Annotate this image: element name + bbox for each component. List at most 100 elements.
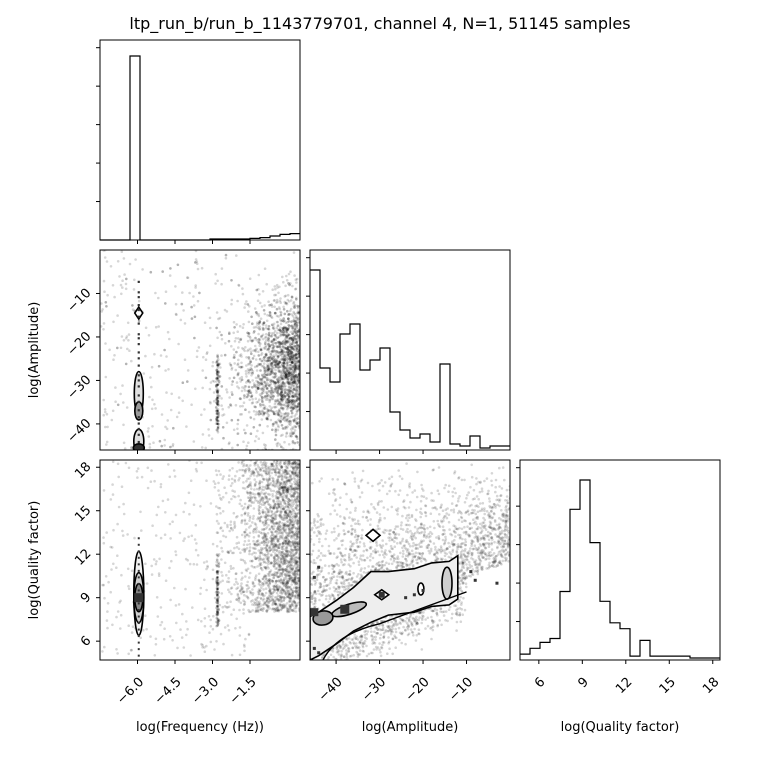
sample-point [260,387,264,390]
dense-column-point [137,409,140,412]
sample-point [282,371,286,375]
sample-point [140,475,144,479]
sample-point [289,528,293,531]
sample-point [247,356,251,359]
sample-point [288,515,292,519]
sample-point [216,373,220,376]
sample-point [295,353,298,356]
sample-point [285,460,288,463]
sample-point [267,552,270,556]
sample-point [294,606,298,610]
sample-point [268,398,272,402]
sample-point [285,328,288,331]
sample-point [275,361,278,365]
sample-point [249,481,252,484]
sample-point [265,535,268,539]
sample-point [290,487,293,491]
sample-point [271,380,274,383]
sample-point [247,485,250,489]
sample-point [274,429,278,432]
sample-point [272,550,275,553]
sample-point [264,561,268,565]
sample-point [196,618,200,622]
sample-point [243,394,246,398]
sample-point [181,381,185,385]
sample-point [242,463,246,466]
sample-point [289,574,292,578]
sample-point [286,353,290,357]
sample-point [246,339,250,343]
sample-point [261,500,265,503]
sample-point [247,363,250,366]
sample-point [290,368,294,372]
sample-point [297,546,300,549]
sample-point [293,338,296,342]
sample-point [261,374,264,377]
sample-point [207,615,211,618]
sample-point [242,643,246,647]
sample-point [267,394,270,397]
sample-point [295,588,298,592]
sample-point [280,507,283,511]
sample-point [289,367,293,371]
sample-point [274,381,278,385]
sample-point [238,626,242,629]
sample-point [269,587,272,591]
sample-point [267,365,270,369]
sample-point [260,480,264,484]
sample-point [111,623,114,627]
sample-point [295,359,298,363]
sample-point [124,362,128,366]
sample-point [260,548,264,551]
sample-point [285,516,289,520]
sample-point [268,400,271,404]
sample-point [263,492,267,496]
sample-point [279,329,282,332]
sample-point [257,582,261,586]
sample-point [269,518,272,522]
sample-point [264,384,268,388]
sample-point [256,400,260,404]
sample-point [268,497,272,501]
sample-point [275,326,279,330]
sample-point [276,412,280,415]
sample-point [111,409,115,413]
sample-point [267,344,271,348]
sample-point [290,372,294,376]
sample-point [287,382,291,385]
sample-point [251,371,254,375]
sample-point [264,342,267,346]
sample-point [280,465,284,469]
sample-point [267,300,270,304]
sample-point [270,358,274,361]
sample-point [296,544,300,548]
sample-point [296,311,300,315]
sample-point [279,561,283,564]
sample-point [265,319,269,323]
sample-point [294,590,297,593]
sample-point [269,390,273,393]
sample-point [249,498,252,502]
sample-point [290,361,294,365]
sample-point [284,488,287,492]
sample-point [294,349,298,353]
sample-point [244,302,247,306]
sample-point [296,318,300,321]
sample-point [297,373,300,376]
sample-point [263,565,266,569]
sample-point [284,591,288,595]
sample-point [290,360,294,364]
sample-point [295,333,298,336]
sample-point [264,471,268,474]
sample-point [296,346,299,350]
sample-point [294,357,298,360]
sample-point [254,311,258,314]
sample-point [268,334,271,338]
sample-point [284,367,288,371]
sample-point [259,580,262,583]
sample-point [261,400,265,404]
sample-point [283,394,287,398]
sample-point [288,577,291,581]
sample-point [258,589,262,592]
sample-point [285,487,288,491]
